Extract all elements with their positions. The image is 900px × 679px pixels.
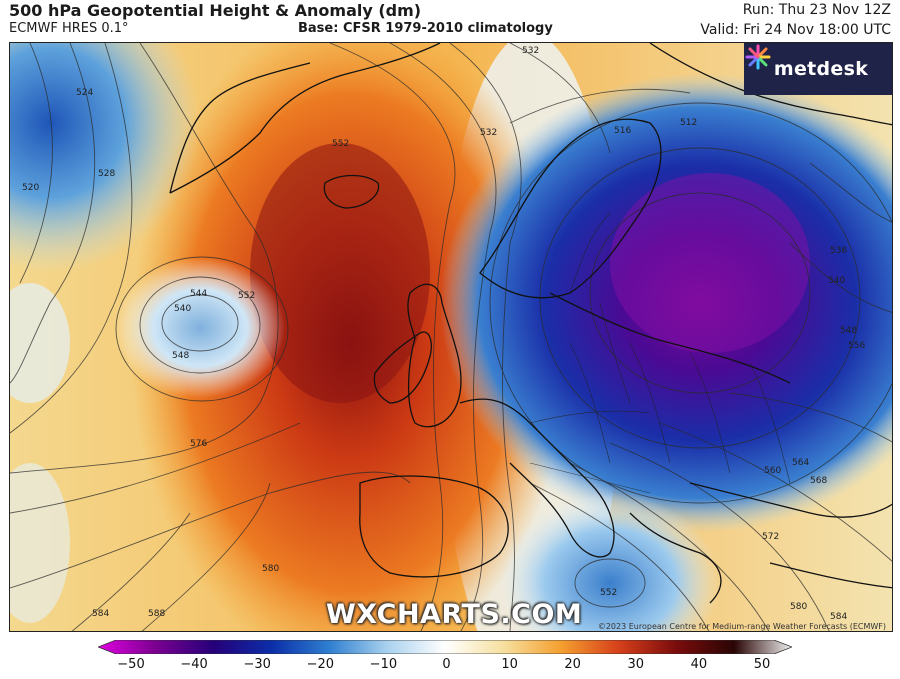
contour-label: 576 (190, 439, 207, 449)
contour-label: 584 (92, 609, 109, 619)
colorbar-strip (98, 640, 792, 654)
contour-label: 524 (76, 88, 93, 98)
greenland-west (169, 62, 311, 194)
cold-core (610, 173, 810, 353)
contour-label: 588 (148, 609, 165, 619)
contour-label: 552 (332, 139, 349, 149)
contour-label: 544 (190, 289, 207, 299)
anomaly-map: 524 528 520 552 532 532 512 516 544 540 … (10, 43, 892, 631)
colorbar-tick-label: −20 (306, 657, 335, 672)
contour-label: 580 (790, 602, 807, 612)
contour-label: 536 (830, 246, 847, 256)
cutoff-low (115, 258, 285, 398)
base-climatology: Base: CFSR 1979-2010 climatology (298, 21, 553, 36)
colorbar-ticks: −50 −40 −30 −20 −10 0 10 20 30 40 50 (0, 657, 900, 677)
map-panel: 524 528 520 552 532 532 512 516 544 540 … (9, 42, 893, 632)
colorbar-tick-label: 0 (442, 657, 451, 672)
metdesk-logo-icon (745, 44, 771, 70)
nw-cold-area (10, 43, 200, 273)
metdesk-logo: metdesk (744, 43, 892, 95)
contour-label: 568 (810, 476, 827, 486)
contour-label: 532 (522, 46, 539, 56)
contour-label: 520 (22, 183, 39, 193)
contour-label: 548 (172, 351, 189, 361)
greenland-coast (169, 43, 441, 194)
west-edge-light (10, 283, 70, 403)
chart-title: 500 hPa Geopotential Height & Anomaly (d… (9, 1, 422, 20)
metdesk-logo-text: metdesk (773, 58, 869, 80)
colorbar-tick-label: −50 (117, 657, 145, 672)
model-name: ECMWF HRES 0.1° (9, 21, 129, 36)
valid-time: Valid: Fri 24 Nov 18:00 UTC (700, 22, 891, 38)
contour-label: 560 (764, 466, 781, 476)
contour-label: 552 (600, 588, 617, 598)
contour-label: 584 (830, 612, 847, 622)
run-time: Run: Thu 23 Nov 12Z (742, 2, 891, 18)
colorbar-tick-label: 40 (690, 657, 708, 672)
contour-label: 516 (614, 126, 631, 136)
balkans-coast (629, 512, 722, 604)
contour-label: 532 (480, 128, 497, 138)
contour-label: 528 (98, 169, 115, 179)
contour-label: 572 (762, 532, 779, 542)
iberia (359, 475, 509, 578)
contour-label: 564 (792, 458, 809, 468)
iceland (323, 174, 380, 209)
mediterranean-low (500, 493, 720, 631)
wxcharts-watermark: WXCHARTS.COM (326, 599, 583, 630)
contour-label: 548 (840, 326, 857, 336)
coastlines (169, 43, 892, 604)
contour-label: 540 (174, 304, 191, 314)
contour-label-group: 524 528 520 552 532 532 512 516 544 540 … (22, 46, 865, 622)
country-borders (529, 212, 791, 494)
contour-label: 512 (680, 118, 697, 128)
colorbar-tick-label: −30 (243, 657, 271, 672)
colorbar-tick-label: 50 (753, 657, 771, 672)
ecmwf-copyright: ©2023 European Centre for Medium-range W… (597, 622, 886, 631)
height-contours (10, 43, 892, 631)
turkey-coast (769, 562, 892, 589)
scandinavia (479, 118, 662, 299)
colorbar-tick-label: 10 (501, 657, 518, 672)
contour-label: 580 (262, 564, 279, 574)
france-italy (459, 398, 615, 558)
baltic-coast (549, 292, 791, 384)
colorbar-tick-label: −40 (180, 657, 208, 672)
arctic-coast (649, 43, 892, 126)
black-sea-coast (689, 482, 892, 518)
warm-core (250, 143, 430, 403)
great-britain (407, 283, 462, 428)
colorbar-tick-label: −10 (369, 657, 398, 672)
ireland (373, 331, 432, 404)
colorbar-tick-label: 30 (627, 657, 645, 672)
colorbar-tick-label: 20 (564, 657, 581, 672)
contour-label: 552 (238, 291, 255, 301)
contour-label: 556 (848, 341, 865, 351)
colorbar (98, 640, 792, 654)
contour-label: 540 (828, 276, 845, 286)
